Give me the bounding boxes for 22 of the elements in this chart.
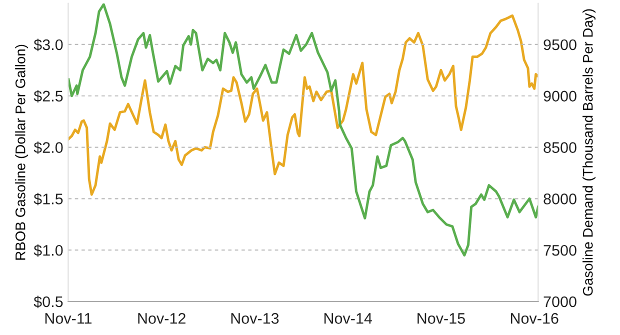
x-tick-label: Nov-13 <box>231 313 279 324</box>
line-series <box>68 3 538 256</box>
x-tick-label: Nov-16 <box>510 313 558 324</box>
x-tick-label: Nov-14 <box>324 313 372 324</box>
y-axis-title: RBOB Gasoline (Dollar Per Gallon) <box>15 44 28 260</box>
y2-tick-label: 9000 <box>544 90 576 102</box>
x-tick-label: Nov-11 <box>45 313 92 324</box>
y-tick-label: $0.5 <box>34 296 63 308</box>
y2-axis-title: Gasoline Demand (Thousand Barrels Per Day) <box>582 9 596 296</box>
y2-tick-label: 7000 <box>544 296 576 308</box>
y-tick-label: $2.0 <box>34 142 63 154</box>
y-tick-label: $3.0 <box>34 38 63 52</box>
x-tick-label: Nov-15 <box>418 313 465 324</box>
x-tick-label: Nov-12 <box>138 313 186 324</box>
line-series <box>68 14 538 196</box>
y2-tick-label: 9500 <box>544 39 576 50</box>
y2-tick-label: 8000 <box>544 194 576 204</box>
y2-tick-label: 7500 <box>544 244 576 256</box>
y-tick-label: $1.0 <box>34 244 63 257</box>
y-tick-label: $1.5 <box>34 192 63 206</box>
y-tick-label: $2.5 <box>34 90 63 102</box>
y2-tick-label: 8500 <box>544 142 576 153</box>
